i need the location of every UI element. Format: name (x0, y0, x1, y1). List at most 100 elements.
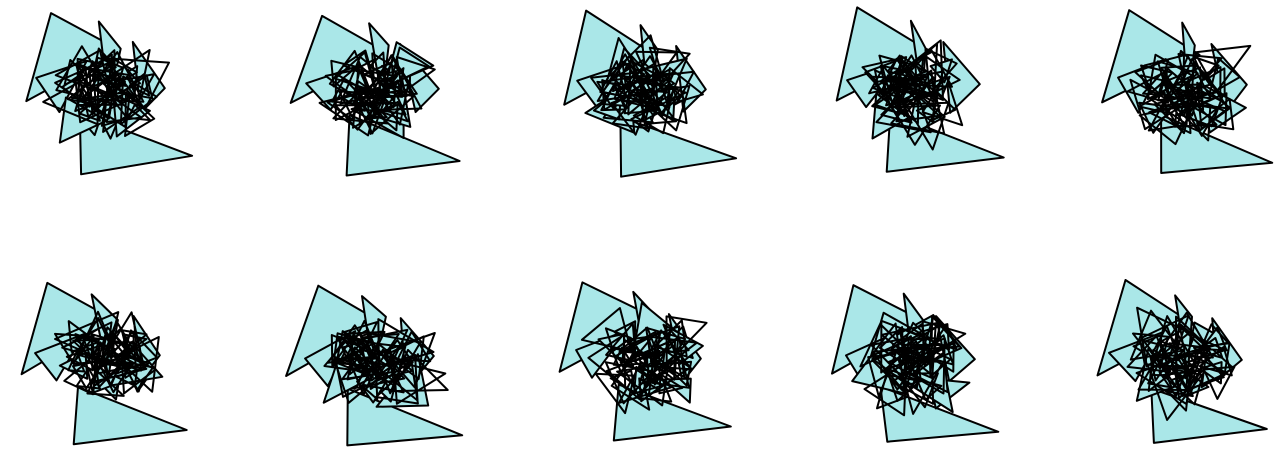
cluster-triangle (355, 63, 389, 102)
cluster-triangle (915, 378, 943, 401)
cluster-triangle (355, 344, 406, 389)
cluster-triangle (384, 339, 414, 364)
cluster-triangle (1129, 78, 1182, 131)
cluster-triangle (1160, 64, 1197, 102)
cluster-triangle (594, 372, 636, 415)
cluster-triangle (653, 72, 674, 95)
cluster-triangle (352, 78, 397, 104)
cluster-triangle (42, 70, 100, 126)
cluster-triangle (633, 365, 663, 395)
cluster-triangle (54, 311, 120, 363)
cluster-triangle (115, 368, 138, 387)
cluster-triangle (72, 338, 100, 361)
cluster-triangle (1198, 346, 1233, 377)
cluster-triangle (1199, 323, 1229, 350)
cluster-triangle (119, 75, 158, 126)
cluster-triangle (910, 337, 937, 367)
cluster-triangle (115, 336, 160, 393)
cluster-triangle (1140, 314, 1190, 374)
cluster-triangle (871, 343, 928, 390)
large-triangle (619, 116, 738, 178)
cluster-triangle (385, 335, 425, 380)
cluster-triangle (664, 70, 695, 103)
cluster-triangle (90, 333, 138, 389)
cluster-triangle (587, 333, 627, 389)
cluster-triangle (649, 339, 676, 381)
cluster-triangle (116, 329, 158, 375)
panel-1 (25, 12, 194, 176)
cluster-triangle (612, 346, 635, 367)
large-triangle (346, 387, 464, 447)
cluster-triangle (336, 335, 364, 359)
cluster-triangle (389, 46, 430, 86)
large-triangle (885, 112, 1005, 173)
cluster-triangle (1175, 324, 1204, 358)
panel-4 (835, 6, 1005, 173)
cluster-triangle (1177, 53, 1223, 99)
cluster-triangle (339, 55, 402, 105)
cluster-triangle (392, 359, 447, 405)
cluster-triangle (99, 311, 146, 370)
cluster-triangle (347, 355, 379, 396)
cluster-triangle (869, 311, 923, 358)
cluster-triangle (665, 315, 708, 365)
panel-9 (831, 284, 1000, 443)
cluster-triangle (916, 334, 955, 366)
cluster-triangle (333, 358, 384, 404)
cluster-triangle (889, 39, 944, 101)
large-triangle (1150, 387, 1268, 444)
cluster-triangle (659, 92, 688, 125)
cluster-triangle (904, 101, 950, 151)
cluster-triangle (1187, 95, 1226, 132)
cluster-triangle (1138, 91, 1168, 114)
cluster-triangle (1190, 60, 1220, 100)
cluster-triangle (878, 326, 905, 364)
panel-2 (289, 14, 461, 177)
panel-5 (1101, 9, 1274, 174)
cluster-triangle (54, 68, 91, 108)
cluster-triangle (358, 98, 380, 125)
cluster-triangle (635, 371, 673, 403)
cluster-triangle (74, 78, 129, 124)
cluster-triangle (330, 59, 358, 88)
cluster-triangle (868, 65, 900, 95)
cluster-triangle (63, 361, 95, 396)
cluster-triangle (1193, 44, 1252, 93)
panel-7 (285, 284, 464, 447)
cluster-triangle (355, 88, 391, 121)
panel-6 (20, 281, 188, 446)
cluster-triangle (891, 323, 930, 362)
cluster-triangle (382, 332, 436, 389)
cluster-triangle (628, 335, 654, 359)
panel-8 (558, 281, 732, 442)
cluster-triangle (891, 104, 941, 146)
cluster-triangle (599, 60, 627, 98)
cluster-triangle (104, 57, 170, 111)
cluster-triangle (1199, 361, 1223, 385)
cluster-triangle (1196, 98, 1235, 131)
cluster-triangle (128, 72, 151, 97)
panel-3 (563, 9, 738, 178)
large-triangle (1160, 113, 1274, 174)
cluster-triangle (120, 352, 157, 395)
cluster-triangle (624, 330, 661, 363)
cluster-triangle (87, 49, 116, 86)
cluster-triangle (127, 73, 156, 103)
cluster-triangle (604, 327, 632, 352)
panel-10 (1096, 279, 1268, 444)
cluster-triangle (1140, 74, 1166, 95)
cluster-triangle (872, 345, 929, 391)
cluster-triangle (928, 342, 955, 373)
cluster-triangle (630, 106, 657, 133)
cluster-triangle (613, 63, 657, 110)
cluster-triangle (1147, 358, 1173, 389)
cluster-triangle (1149, 76, 1190, 126)
cluster-triangle (323, 339, 366, 373)
cluster-triangle (334, 104, 377, 131)
cluster-triangle (610, 349, 651, 411)
cluster-triangle (395, 56, 436, 94)
cluster-triangle (1208, 57, 1241, 96)
cluster-triangle (645, 326, 687, 386)
